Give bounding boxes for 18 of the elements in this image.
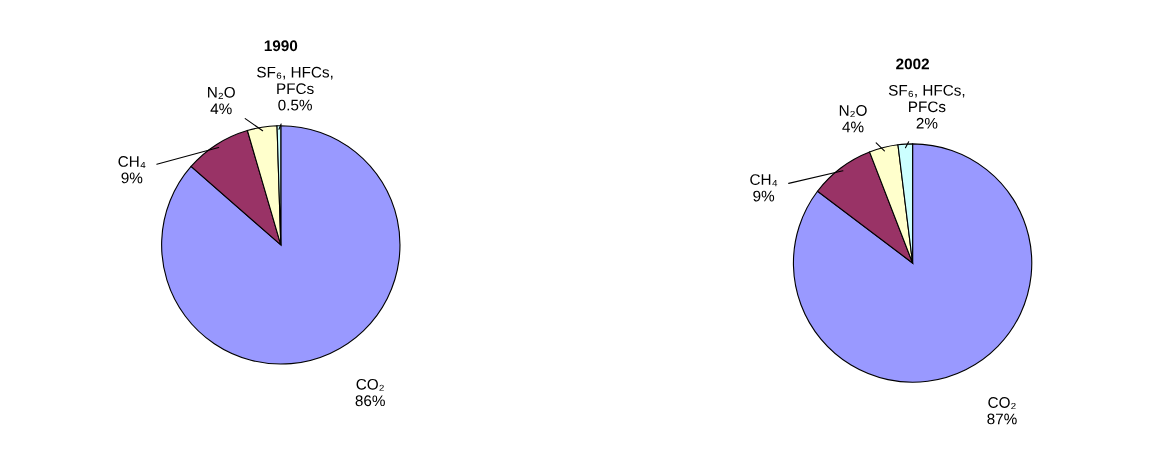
data-label: 86% (355, 395, 385, 407)
slice-label: SF₆, HFCs, PFCs (888, 84, 965, 113)
data-label: 0.5% (278, 99, 312, 111)
slice-label: CO₂ (356, 378, 384, 391)
chart-title: 1990 (264, 40, 298, 52)
slice-label: N₂O (208, 86, 235, 99)
data-label: 4% (842, 121, 864, 133)
slice-label: CH₄ (118, 156, 146, 169)
slice-label: CH₄ (750, 174, 778, 187)
data-label: 2% (916, 117, 938, 129)
data-label: 9% (753, 190, 775, 202)
slice-label: SF₆, HFCs, PFCs (257, 66, 333, 95)
slice-label: CO₂ (988, 397, 1016, 410)
slice-label: N₂O (839, 105, 867, 118)
data-label: 9% (121, 172, 143, 184)
chart-title: 2002 (896, 58, 929, 70)
data-label: 87% (987, 413, 1017, 425)
data-label: 4% (210, 103, 232, 115)
